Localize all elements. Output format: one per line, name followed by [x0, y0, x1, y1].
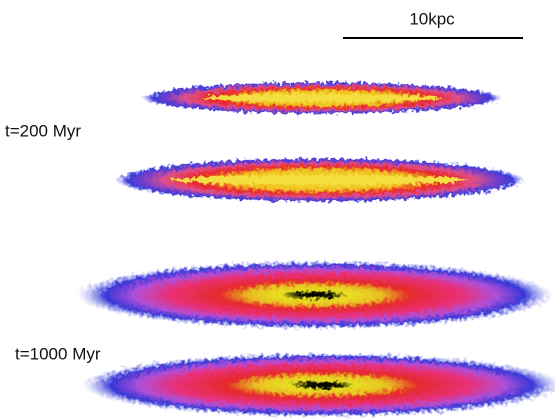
- panel-label: t=200 Myr: [5, 121, 81, 140]
- scale-bar-label: 10kpc: [409, 9, 455, 28]
- disk: [82, 353, 555, 417]
- disk: [77, 261, 553, 329]
- disk: [115, 158, 525, 202]
- disk: [142, 82, 502, 114]
- panel-label: t=1000 Myr: [15, 344, 101, 363]
